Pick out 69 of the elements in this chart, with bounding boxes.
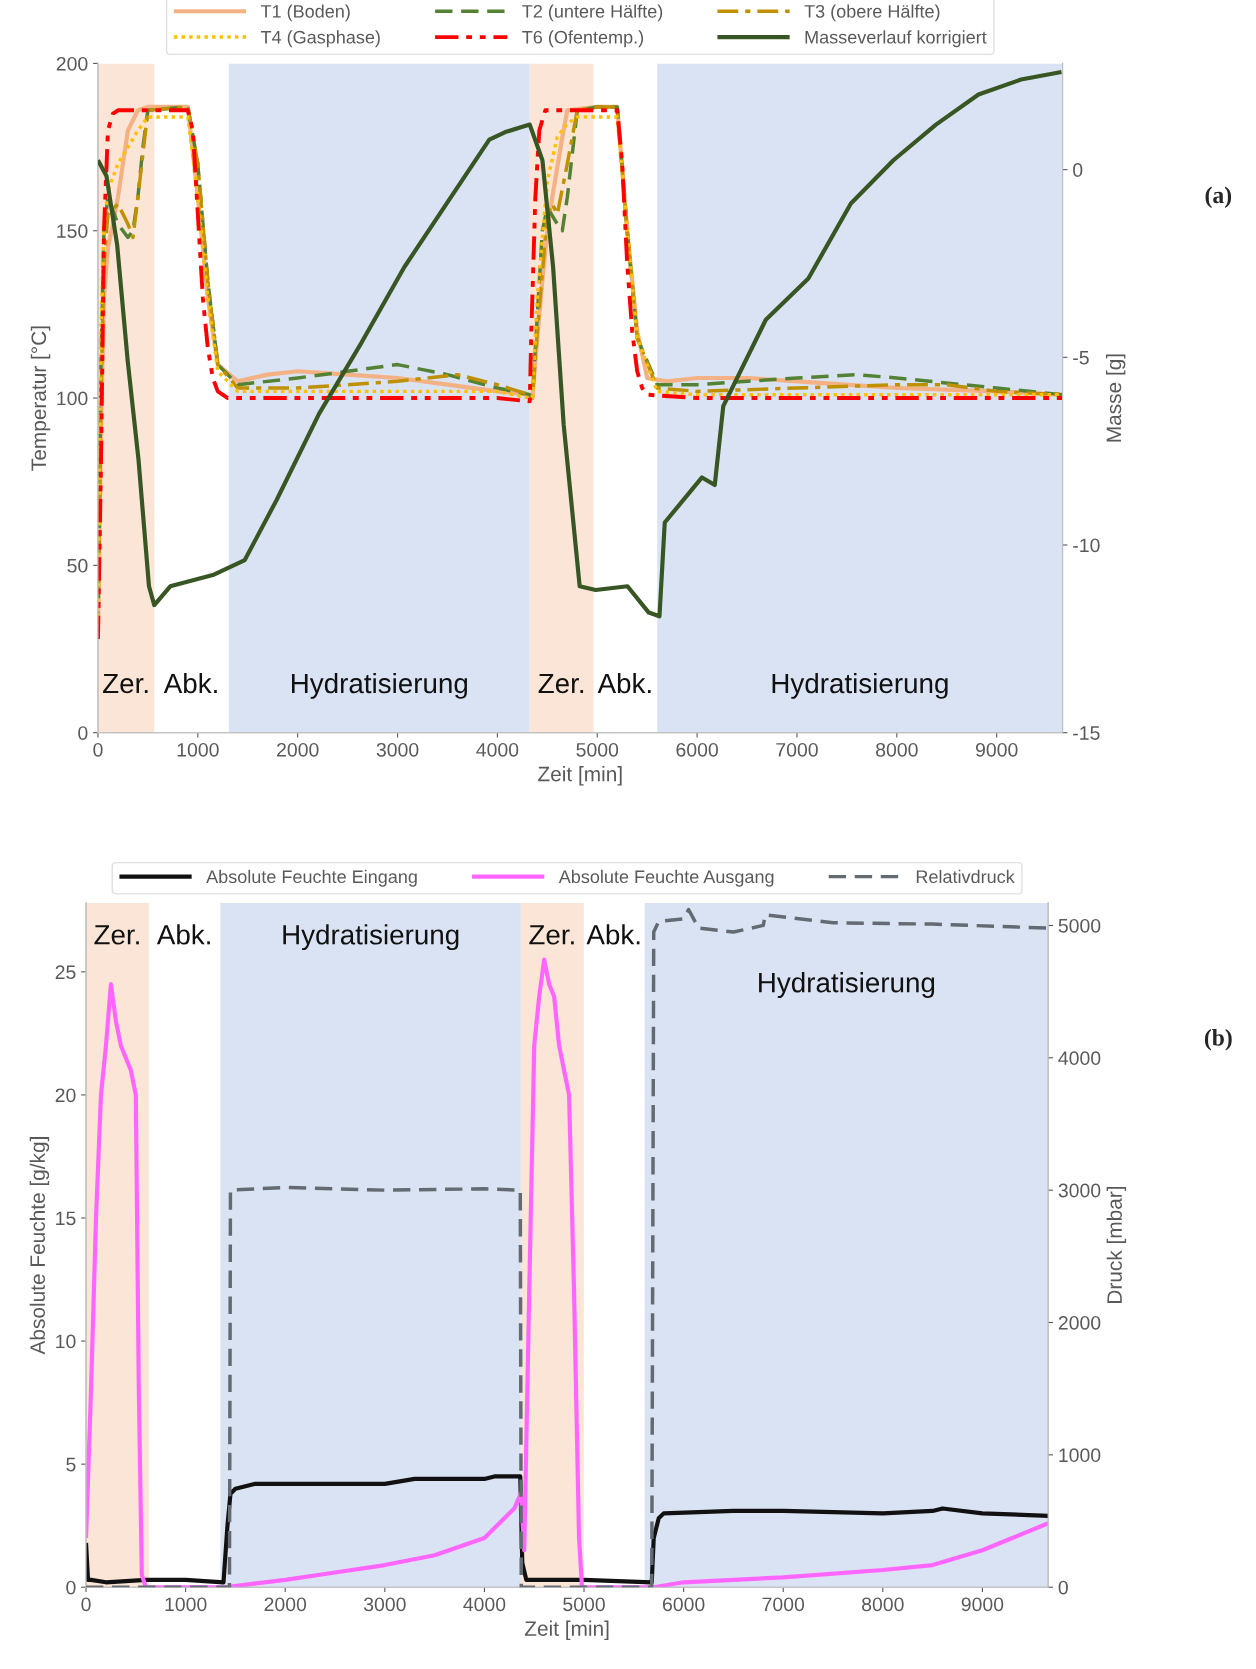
x-axis-title: Zeit [min] [538,766,622,786]
legend-label: Relativdruck [916,869,1015,884]
x-tick-label: 9000 [975,742,1018,757]
band-label: Zer. [94,925,139,945]
y2-tick-label: -10 [1073,538,1100,553]
y2-tick-label: 2000 [1058,1315,1101,1330]
annotation: Abk. [163,672,217,694]
annotation: Abk. [156,924,210,945]
x-tick-label: 0 [93,742,103,757]
annotation: Abk. [586,924,640,945]
y2-tick-label: 1000 [1059,1448,1101,1463]
x-tick-label: 4000 [463,1597,506,1612]
legend-label: T4 (Gasphase) [260,30,380,48]
x-tick-label: 3000 [376,742,419,757]
x-tick-label: 6000 [676,742,718,757]
y-tick-label: 50 [67,558,88,573]
y-tick-label: 20 [55,1088,76,1103]
y2-tick-label: -15 [1073,726,1100,740]
legend-label: T3 (obere Hälfte) [804,4,940,22]
band-label: Hydratisierung [292,672,468,699]
band-label: Hydratisierung [283,924,459,951]
legend-label: Absolute Feuchte Eingang [206,869,417,887]
y2-tick-label: 0 [1073,163,1083,177]
x-tick-label: 5000 [563,1597,605,1612]
legend-label: Masseverlauf korrigiert [805,30,987,48]
x-tick-label: 1000 [177,742,219,757]
y-axis-title: Absolute Feuchte [g/kg] [29,1137,50,1355]
y2-tick-label: 0 [1058,1580,1068,1595]
x-tick-label: 9000 [961,1597,1004,1612]
y-tick-label: 10 [56,1334,76,1349]
x-tick-label: 1000 [165,1597,207,1612]
y2-tick-label: 4000 [1058,1051,1101,1066]
band-label: Zer. [103,673,148,694]
legend-label: T1 (Boden) [260,4,350,22]
y2-tick-label: -5 [1073,351,1089,365]
y-tick-label: 200 [56,56,88,71]
x-tick-label: 8000 [862,1597,904,1612]
legend-label: T2 (untere Hälfte) [522,4,663,22]
y-tick-label: 0 [78,726,88,740]
y-tick-label: 100 [57,391,88,406]
y2-axis-title: Druck [mbar] [1106,1186,1127,1303]
x-tick-label: 6000 [662,1597,705,1612]
y-tick-label: 15 [56,1211,76,1226]
text: (b) [1204,1029,1232,1051]
x-tick-label: 3000 [363,1597,406,1612]
y2-tick-label: 5000 [1058,918,1101,933]
band-label: Zer. [538,673,584,694]
x-tick-label: 2000 [264,1597,307,1612]
x-tick-label: 5000 [576,742,619,757]
legend-label: T6 (Ofentemp.) [522,30,644,48]
y-tick-label: 25 [55,965,76,980]
y-tick-label: 5 [66,1457,76,1472]
legend-label: Absolute Feuchte Ausgang [558,869,774,887]
y2-axis-title: Masse [g] [1105,354,1126,442]
y-tick-label: 0 [66,1580,76,1595]
text: (a) [1205,186,1232,208]
x-axis-title: Zeit [min] [524,1620,609,1641]
band-label: Zer. [529,925,574,945]
x-tick-label: 2000 [277,742,319,757]
band-label: Hydratisierung [759,972,935,998]
annotation: Abk. [597,672,651,694]
x-tick-label: 7000 [776,742,818,757]
x-tick-label: 8000 [876,742,918,757]
y-tick-label: 150 [57,224,88,238]
x-tick-label: 4000 [476,742,519,757]
y2-tick-label: 3000 [1058,1183,1101,1198]
x-tick-label: 7000 [762,1597,805,1612]
band-label: Hydratisierung [772,672,948,699]
y-axis-title: Temperatur [°C] [30,326,51,471]
